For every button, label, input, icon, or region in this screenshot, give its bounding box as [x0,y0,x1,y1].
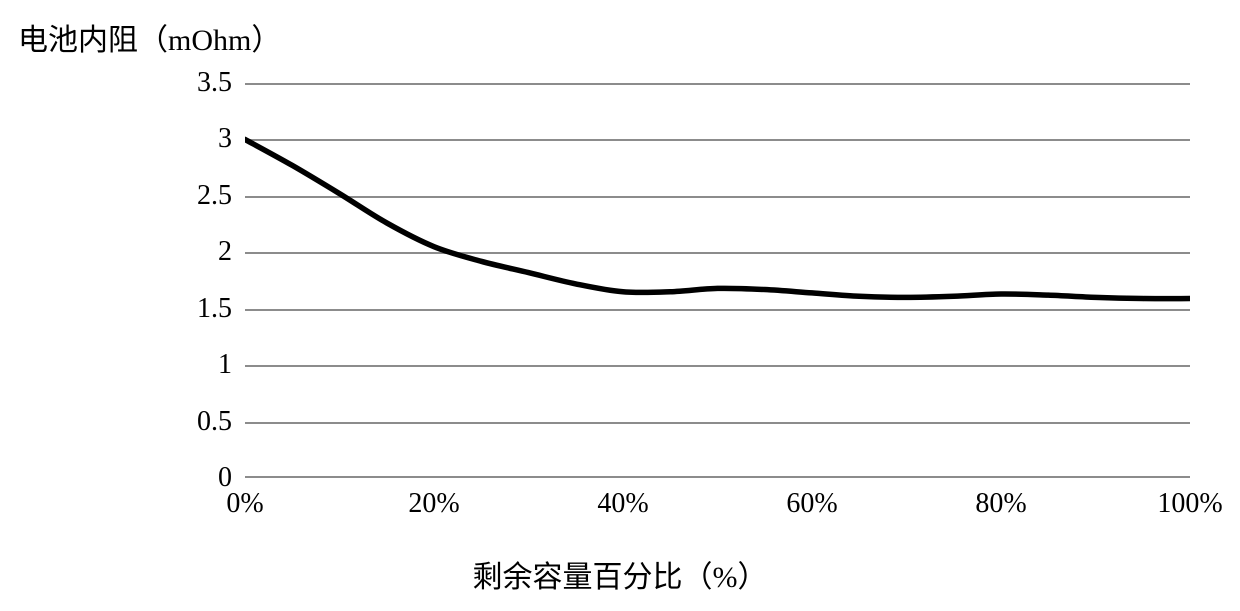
x-tick-label: 20% [408,488,459,520]
y-axis-title: 电池内阻（mOhm） [18,15,281,59]
y-tick-label: 1.5 [197,293,232,325]
gridline [245,139,1190,141]
gridline [245,83,1190,85]
y-tick-label: 1 [218,349,232,381]
gridline [245,252,1190,254]
gridline [245,196,1190,198]
gridline [245,309,1190,311]
y-tick-label: 2.5 [197,180,232,212]
x-tick-label: 80% [975,488,1026,520]
plot-area [245,83,1190,478]
y-tick-label: 3.5 [197,67,232,99]
y-tick-label: 2 [218,236,232,268]
gridline [245,422,1190,424]
x-tick-label: 60% [786,488,837,520]
x-axis-title: 剩余容量百分比（%） [473,552,768,596]
y-tick-label: 0.5 [197,406,232,438]
x-tick-label: 0% [226,488,263,520]
x-tick-label: 40% [597,488,648,520]
y-tick-label: 3 [218,123,232,155]
x-tick-label: 100% [1157,488,1222,520]
gridline [245,365,1190,367]
